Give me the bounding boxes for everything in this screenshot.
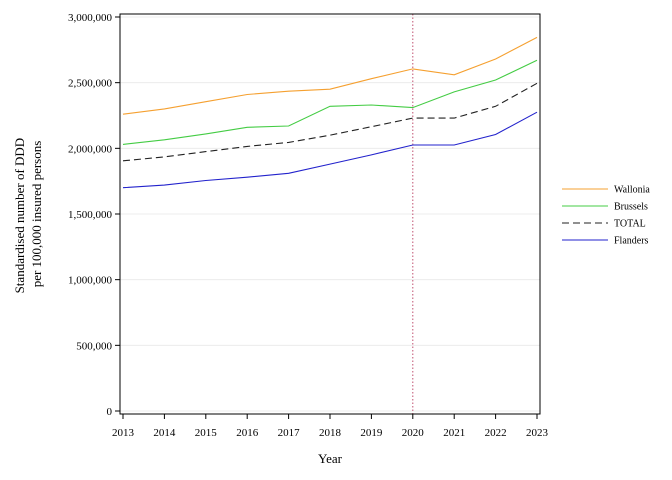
series-line-wallonia: [122, 36, 538, 115]
gridlines: [120, 16, 540, 412]
series-line-brussels: [122, 59, 538, 145]
y-tick-label: 3,000,000: [68, 12, 113, 24]
y-tick-label: 1,000,000: [68, 275, 113, 287]
legend-item-flanders: Flanders: [562, 236, 649, 247]
x-axis-ticks: 2013 2014 2015 2016 2017 2018 2019 2020 2021 2022…: [112, 414, 549, 439]
y-tick-label: 2,500,000: [68, 78, 113, 90]
x-tick-label: 2018: [319, 427, 342, 439]
x-tick-label: 2020: [402, 427, 425, 439]
series-line-total: [122, 82, 538, 162]
y-axis-title-line-1: Standardised number of DDD: [12, 138, 27, 294]
x-tick-label: 2015: [195, 427, 218, 439]
x-tick-label: 2023: [526, 427, 549, 439]
series-lines: [122, 36, 538, 189]
x-tick-label: 2022: [485, 427, 507, 439]
y-axis-title: Standardised number of DDD per 100,000 i…: [12, 135, 44, 294]
x-tick-label: 2013: [112, 427, 135, 439]
y-tick-label: 2,000,000: [68, 143, 113, 155]
legend-label: Brussels: [614, 202, 648, 213]
y-tick-label: 1,500,000: [68, 209, 113, 221]
y-tick-label: 500,000: [76, 340, 112, 352]
legend-item-total: TOTAL: [562, 219, 646, 230]
x-tick-label: 2019: [360, 427, 383, 439]
y-axis-title-line-2: per 100,000 insured persons: [29, 141, 44, 288]
legend-label: Wallonia: [614, 185, 650, 196]
x-tick-label: 2021: [443, 427, 465, 439]
x-tick-label: 2014: [153, 427, 176, 439]
x-tick-label: 2016: [236, 427, 259, 439]
y-axis-ticks: 0 500,000 1,000,000 1,500,000 2,000,000 2,500…: [68, 12, 120, 418]
x-axis-title: Year: [318, 451, 343, 466]
legend-item-wallonia: Wallonia: [562, 185, 650, 196]
y-tick-label: 0: [107, 406, 113, 418]
x-tick-label: 2017: [278, 427, 301, 439]
legend-label: Flanders: [614, 236, 649, 247]
legend: Wallonia Brussels TOTAL Flanders: [562, 185, 650, 247]
legend-item-brussels: Brussels: [562, 202, 648, 213]
legend-label: TOTAL: [614, 219, 646, 230]
series-line-flanders: [122, 111, 538, 189]
